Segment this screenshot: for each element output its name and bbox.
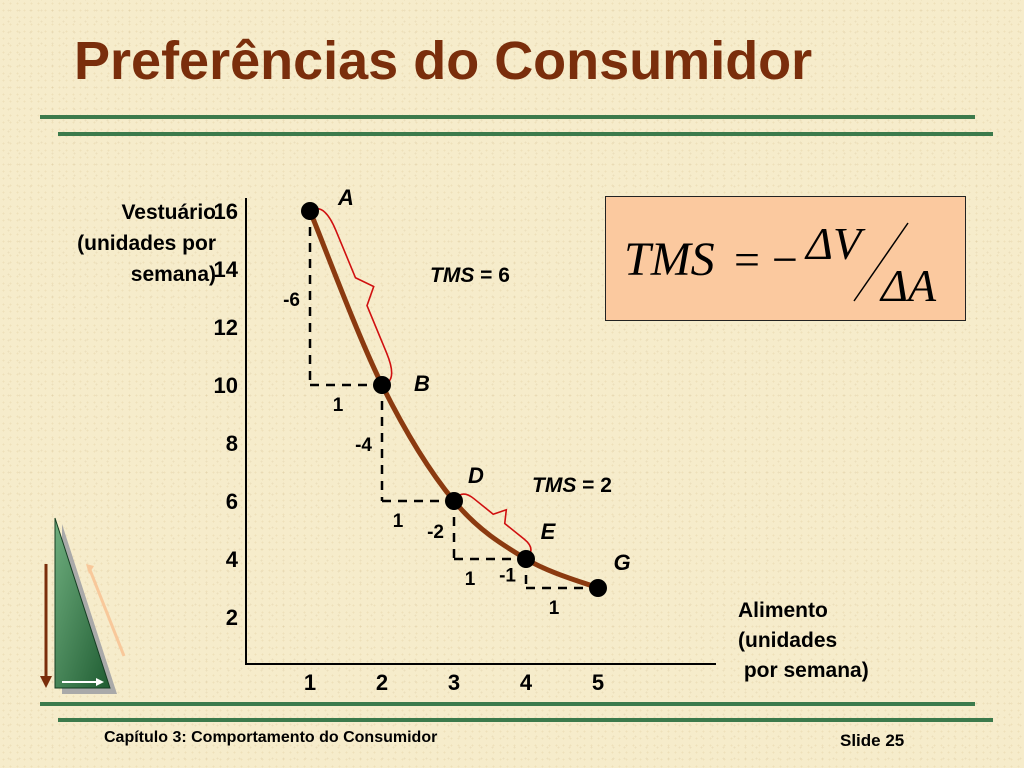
- footer-rule-bottom: [58, 718, 993, 722]
- annotation-mrs-6-prefix: TMS: [430, 264, 474, 287]
- annotation-mrs-2: TMS = 2: [532, 474, 612, 497]
- annotation-mrs-2-suffix: = 2: [576, 474, 612, 497]
- footer-slide-number: Slide 25: [840, 731, 905, 750]
- formula-equals: =: [734, 234, 760, 285]
- x-axis-label: Alimento (unidades por semana): [738, 596, 869, 686]
- formula-denominator: ΔA: [879, 260, 937, 311]
- decorative-triangle-graphic: [40, 517, 126, 694]
- x-axis-label-line-1: Alimento: [738, 599, 828, 622]
- annotation-mrs-6: TMS = 6: [430, 264, 510, 287]
- formula-numerator: ΔV: [804, 218, 866, 269]
- data-point: [517, 550, 535, 568]
- data-point: [373, 376, 391, 394]
- mrs-formula: TMS = − ΔV ΔA: [624, 218, 937, 311]
- point-label: D: [468, 463, 484, 488]
- mrs-braces: [313, 207, 532, 557]
- footer-chapter: Capítulo 3: Comportamento do Consumidor: [104, 729, 438, 746]
- annotation-mrs-6-suffix: = 6: [474, 264, 510, 287]
- y-axis-label-line-1: Vestuário: [121, 201, 216, 224]
- y-tick-labels: 2 4 6 8 10 12 14 16: [214, 199, 239, 630]
- y-tick-label: 6: [226, 489, 238, 514]
- formula-fraction-slash: [853, 222, 909, 302]
- step-dy-label: -1: [499, 566, 516, 587]
- mrs-formula-box: TMS = − ΔV ΔA: [605, 196, 966, 321]
- formula-lhs: TMS: [624, 233, 715, 286]
- point-label: B: [414, 371, 430, 396]
- x-tick-label: 4: [520, 670, 533, 695]
- page-title: Preferências do Consumidor: [74, 31, 813, 91]
- data-point: [445, 492, 463, 510]
- step-dx-label: 1: [333, 395, 344, 416]
- step-dx-label: 1: [393, 511, 404, 532]
- point-label: A: [337, 185, 354, 210]
- step-dy-label: -4: [355, 435, 372, 456]
- x-tick-label: 3: [448, 670, 460, 695]
- step-dx-label: 1: [465, 569, 476, 590]
- indifference-curve: [307, 208, 601, 591]
- y-tick-label: 10: [214, 373, 238, 398]
- data-points: [301, 202, 607, 597]
- point-label: G: [613, 550, 630, 575]
- annotation-mrs-2-prefix: TMS: [532, 474, 576, 497]
- title-rule-bottom: [58, 132, 993, 136]
- step-dy-label: -6: [283, 290, 300, 311]
- x-tick-label: 5: [592, 670, 604, 695]
- triangle-diagonal-arrow-head: [86, 564, 94, 574]
- title-rule-top: [40, 115, 975, 119]
- point-labels: A B D E G: [337, 185, 631, 575]
- y-axis-label-line-3: semana): [130, 263, 216, 286]
- x-axis-label-line-2: (unidades: [738, 629, 838, 652]
- triangle-down-arrow-head: [40, 676, 52, 688]
- y-axis-label: Vestuário (unidades por semana): [30, 197, 216, 290]
- y-tick-label: 8: [226, 431, 238, 456]
- step-dy-label: -2: [427, 522, 444, 543]
- data-point: [589, 579, 607, 597]
- y-tick-label: 14: [214, 257, 239, 282]
- triangle-diagonal-arrow: [88, 569, 126, 657]
- x-tick-labels: 1 2 3 4 5: [304, 670, 604, 695]
- y-tick-label: 2: [226, 605, 238, 630]
- curly-brace: [313, 207, 393, 385]
- formula-minus: −: [772, 234, 798, 285]
- data-point: [301, 202, 319, 220]
- y-axis-label-line-2: (unidades por: [77, 232, 216, 255]
- step-dx-label: 1: [549, 598, 560, 619]
- y-tick-label: 16: [214, 199, 238, 224]
- x-tick-label: 1: [304, 670, 316, 695]
- x-tick-label: 2: [376, 670, 388, 695]
- curly-brace: [455, 493, 532, 557]
- y-tick-label: 4: [226, 547, 239, 572]
- triangle-shape: [54, 517, 111, 689]
- footer-rule-top: [40, 702, 975, 706]
- y-tick-label: 12: [214, 315, 238, 340]
- triangle-right-arrow-head: [96, 678, 104, 686]
- x-axis-label-line-3: por semana): [738, 659, 869, 682]
- point-label: E: [541, 519, 557, 544]
- step-lines: -6 1 -4 1 -2 1 -1 1: [283, 211, 598, 619]
